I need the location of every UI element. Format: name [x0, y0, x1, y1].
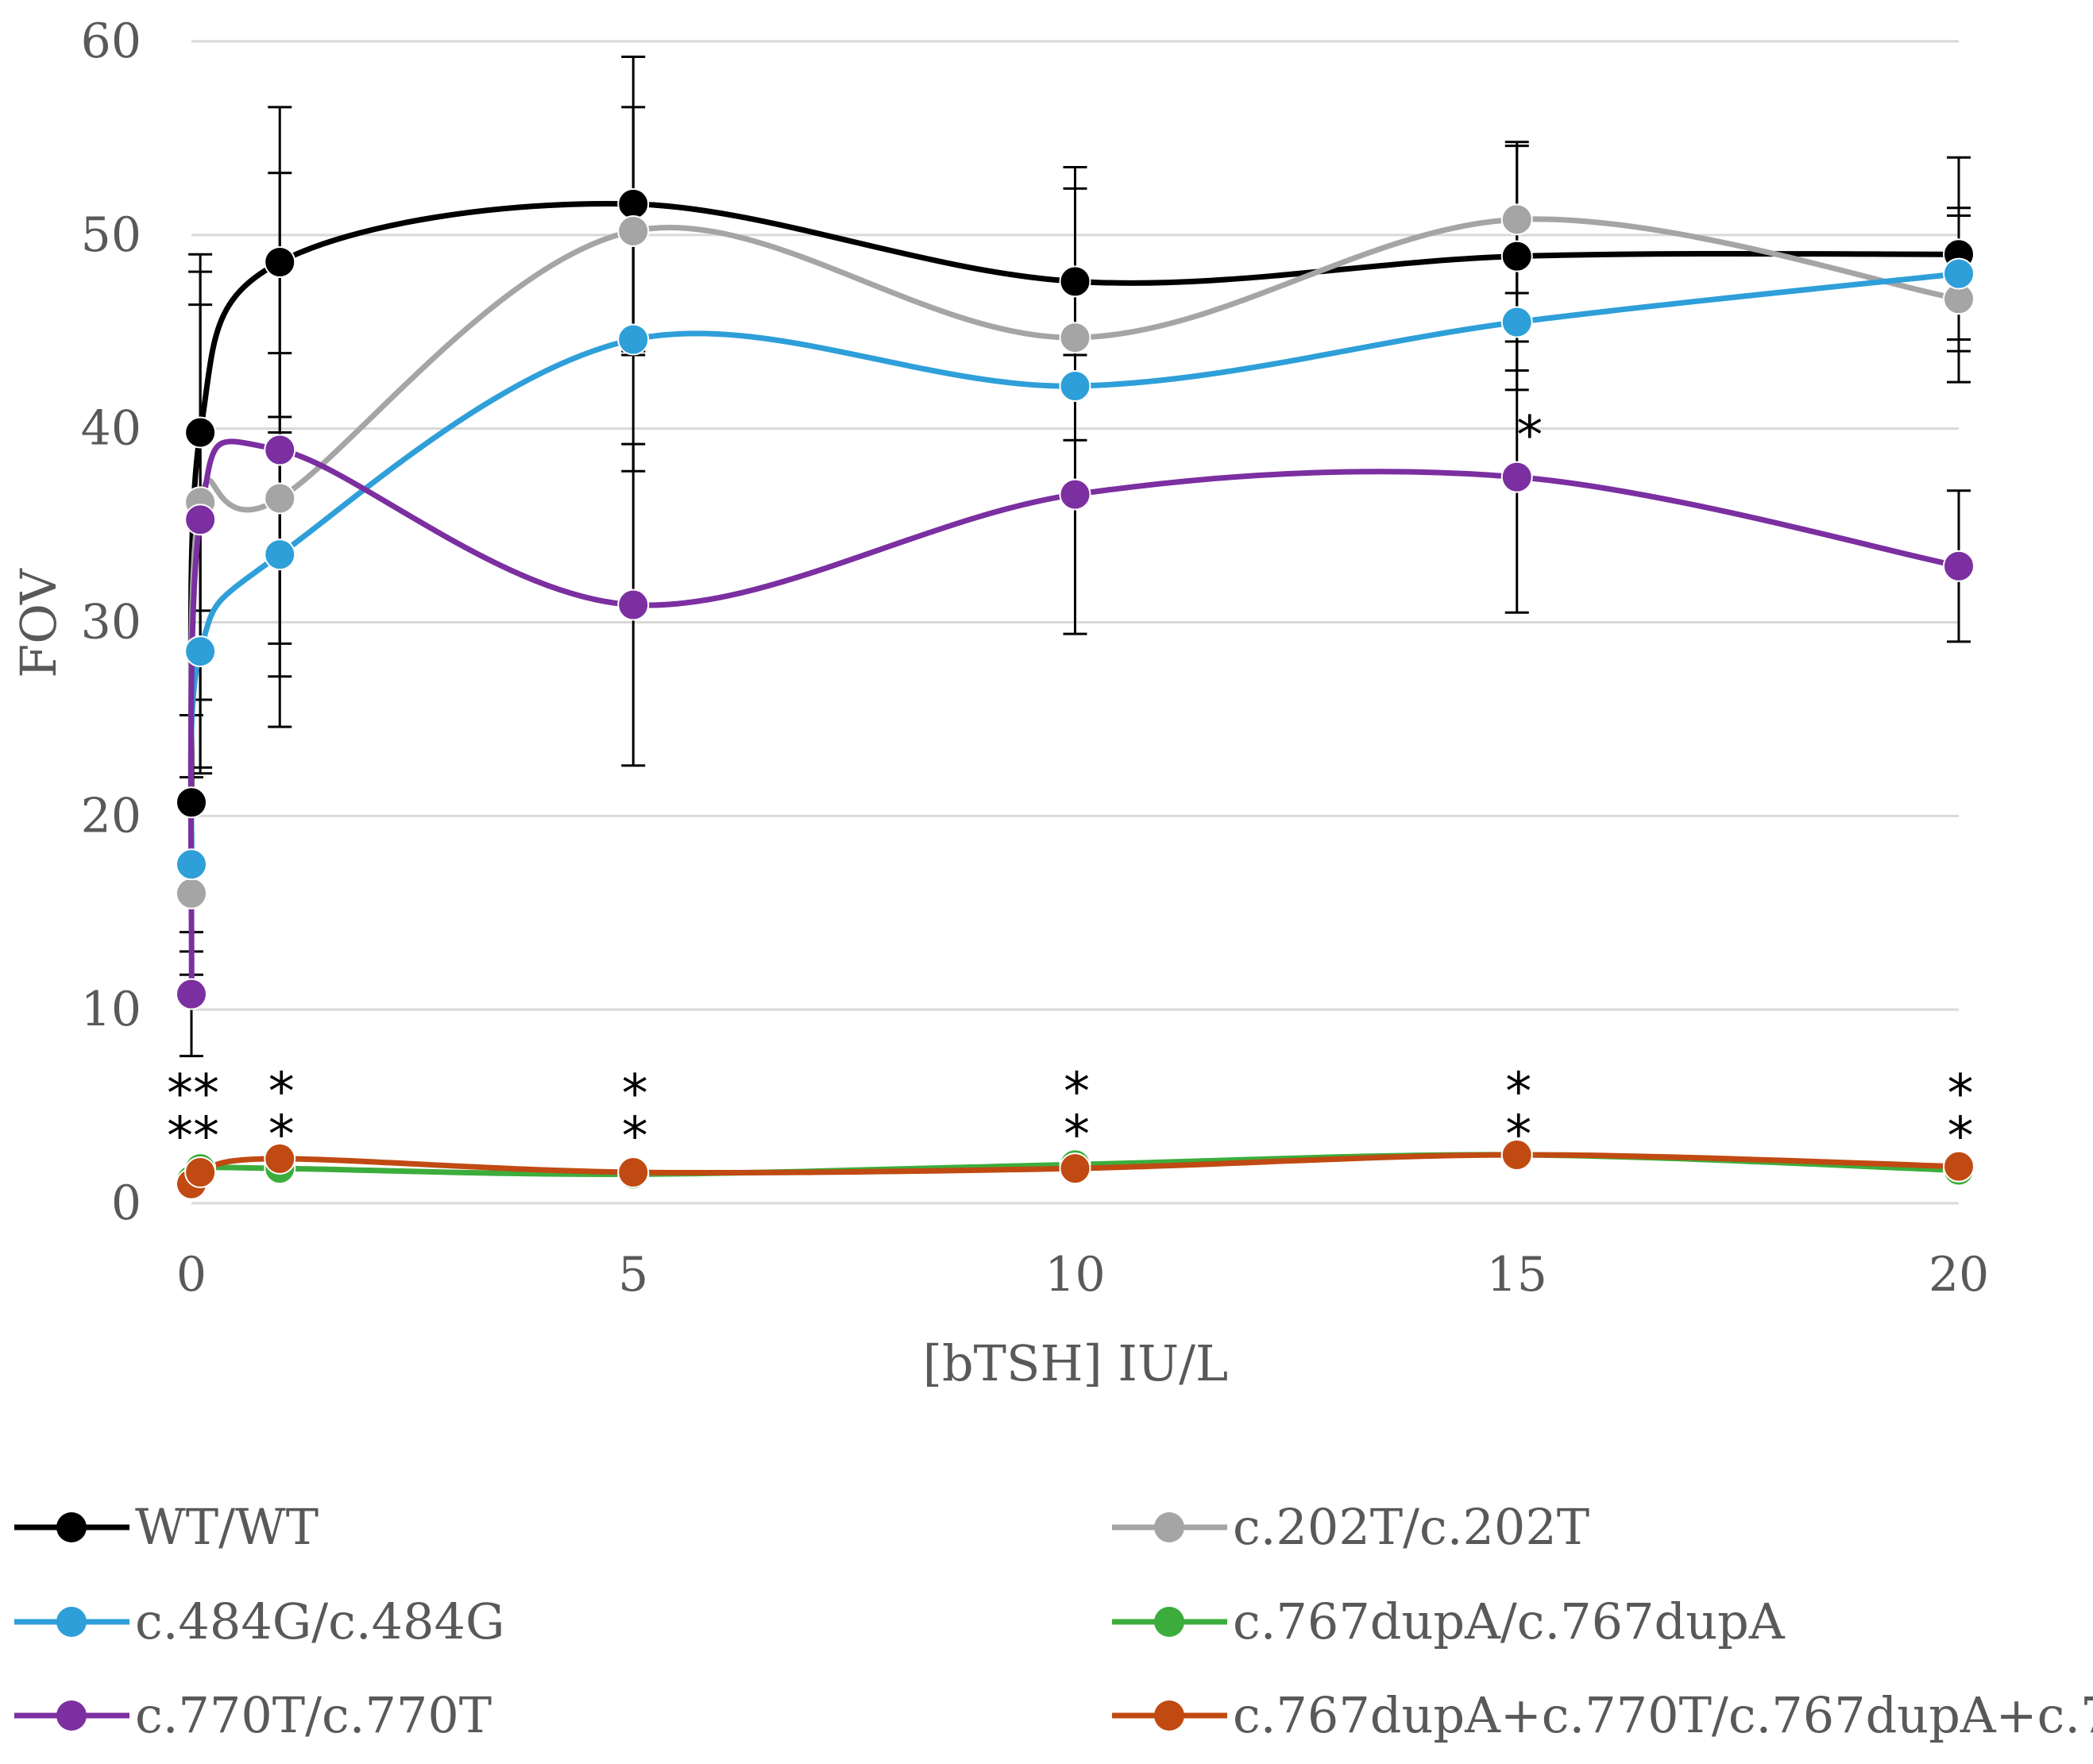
error-bars	[180, 56, 1971, 1058]
x-axis-label: [bTSH] IU/L	[923, 1334, 1228, 1392]
legend-marker	[56, 1512, 87, 1542]
legend-item: WT/WT	[14, 1498, 319, 1556]
data-point	[176, 786, 207, 819]
x-tick-label: 10	[1045, 1247, 1105, 1303]
y-tick-label: 30	[81, 595, 141, 650]
significance-marker: *	[1064, 1104, 1090, 1165]
data-point	[1059, 370, 1091, 403]
significance-marker: *	[268, 1061, 295, 1122]
series-line-5	[187, 1152, 1960, 1186]
x-axis-ticks: 0 5 10 15 20	[176, 1247, 1989, 1303]
data-point	[617, 1156, 650, 1188]
significance-marker: **	[167, 1106, 219, 1167]
data-point	[617, 589, 650, 621]
y-axis-label: FOV	[10, 568, 68, 678]
legend-label: c.767dupA/c.767dupA	[1233, 1592, 1786, 1650]
legend-label: c.202T/c.202T	[1233, 1498, 1589, 1556]
legend-item: c.767dupA/c.767dupA	[1112, 1592, 1786, 1650]
y-tick-label: 50	[81, 207, 141, 263]
data-point	[264, 245, 296, 278]
data-point	[184, 1156, 217, 1188]
significance-marker: **	[167, 1063, 219, 1125]
data-point	[617, 214, 650, 247]
legend-marker	[56, 1700, 87, 1731]
legend-item: c.770T/c.770T	[14, 1686, 492, 1744]
data-point	[184, 635, 217, 668]
legend-label: WT/WT	[135, 1498, 319, 1556]
significance-marker: *	[622, 1106, 648, 1167]
data-point	[264, 1142, 296, 1175]
x-tick-label: 20	[1929, 1247, 1989, 1303]
significance-marker: *	[1505, 1104, 1531, 1165]
data-point	[264, 434, 296, 466]
data-point	[1059, 322, 1091, 354]
y-tick-label: 40	[81, 401, 141, 457]
significance-annotations: ***************	[167, 405, 1974, 1168]
legend-marker	[1154, 1700, 1184, 1731]
legend: WT/WT c.202T/c.202T c.484G/c.484G c.767dupA…	[14, 1498, 2093, 1744]
series-line-2	[187, 271, 1960, 865]
series-points	[176, 187, 1975, 1200]
x-tick-label: 5	[618, 1247, 648, 1303]
legend-marker	[1154, 1512, 1184, 1542]
y-axis-ticks: 0 10 20 30 40 50 60	[81, 14, 141, 1231]
significance-marker: *	[1948, 1063, 1974, 1125]
data-point	[176, 978, 207, 1010]
y-tick-label: 10	[81, 982, 141, 1037]
y-tick-label: 20	[81, 788, 141, 843]
x-tick-label: 0	[176, 1247, 207, 1303]
significance-marker: *	[1064, 1061, 1090, 1122]
data-point	[1500, 203, 1533, 236]
data-point	[617, 323, 650, 356]
significance-marker: *	[1516, 405, 1543, 466]
significance-marker: *	[1948, 1106, 1974, 1167]
data-point	[1500, 461, 1533, 493]
y-tick-label: 0	[111, 1175, 141, 1231]
data-point	[184, 504, 217, 536]
legend-label: c.770T/c.770T	[135, 1686, 492, 1744]
legend-label: c.767dupA+c.770T/c.767dupA+c.770T	[1233, 1686, 2093, 1744]
data-point	[1943, 257, 1975, 290]
data-point	[1500, 1139, 1533, 1171]
data-point	[1500, 240, 1533, 272]
significance-marker: *	[1505, 1061, 1531, 1122]
data-point	[176, 877, 207, 909]
data-point	[264, 538, 296, 571]
data-point	[1059, 265, 1091, 298]
legend-marker	[56, 1607, 87, 1637]
legend-label: c.484G/c.484G	[135, 1592, 504, 1650]
x-tick-label: 15	[1487, 1247, 1547, 1303]
data-point	[617, 187, 650, 220]
data-point	[1943, 1150, 1975, 1183]
legend-item: c.202T/c.202T	[1112, 1498, 1589, 1556]
data-point	[1059, 1152, 1091, 1185]
legend-item: c.767dupA+c.770T/c.767dupA+c.770T	[1112, 1686, 2093, 1744]
y-tick-label: 60	[81, 14, 141, 69]
legend-item: c.484G/c.484G	[14, 1592, 504, 1650]
data-point	[1500, 306, 1533, 338]
data-point	[1059, 478, 1091, 511]
significance-marker: *	[622, 1063, 648, 1125]
legend-marker	[1154, 1607, 1184, 1637]
data-point	[176, 848, 207, 881]
data-point	[184, 416, 217, 449]
data-point	[264, 482, 296, 515]
significance-marker: *	[268, 1104, 295, 1165]
data-point	[1943, 550, 1975, 582]
